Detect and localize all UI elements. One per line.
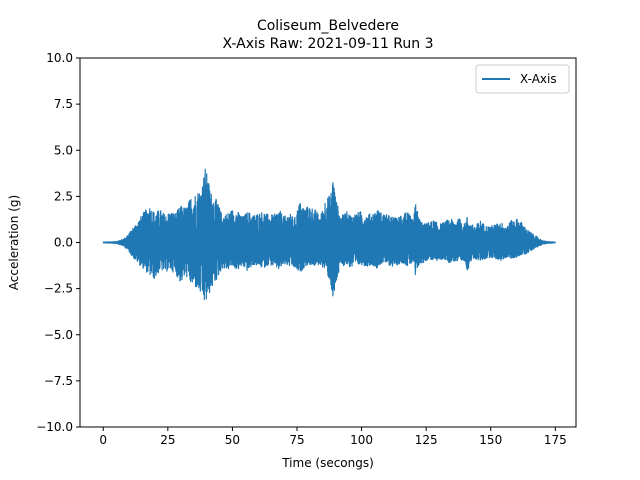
y-tick-label: 2.5: [54, 189, 73, 203]
y-tick-label: 7.5: [54, 97, 73, 111]
y-tick-label: −10.0: [36, 420, 73, 434]
x-tick-label: 150: [479, 433, 502, 447]
x-tick-label: 100: [350, 433, 373, 447]
y-tick-label: −7.5: [44, 374, 73, 388]
y-tick-label: −5.0: [44, 328, 73, 342]
x-tick-label: 25: [160, 433, 175, 447]
x-tick-label: 0: [99, 433, 107, 447]
series-line-x-axis: [102, 168, 556, 300]
x-tick-label: 175: [544, 433, 567, 447]
y-axis: 10.0 7.5 5.0 2.5 0.0 −2.5 −5.0 −7.5 −10.0: [36, 51, 80, 434]
y-tick-label: 5.0: [54, 143, 73, 157]
chart-title: Coliseum_Belvedere: [257, 18, 399, 34]
y-tick-label: 10.0: [46, 51, 73, 65]
y-axis-label: Acceleration (g): [7, 195, 21, 290]
legend-box: [475, 64, 570, 94]
y-tick-label: −2.5: [44, 282, 73, 296]
chart-subtitle: X-Axis Raw: 2021-09-11 Run 3: [223, 36, 434, 52]
x-tick-label: 75: [289, 433, 304, 447]
x-axis-label: Time (secongs): [281, 456, 374, 470]
legend: X-Axis: [475, 64, 570, 94]
x-tick-label: 125: [415, 433, 438, 447]
legend-label-x-axis: X-Axis: [520, 72, 557, 86]
x-tick-label: 50: [225, 433, 240, 447]
x-axis: 0 25 50 75 100 125 150 175: [99, 427, 567, 447]
series-layer: [102, 168, 556, 300]
y-tick-label: 0.0: [54, 236, 73, 250]
